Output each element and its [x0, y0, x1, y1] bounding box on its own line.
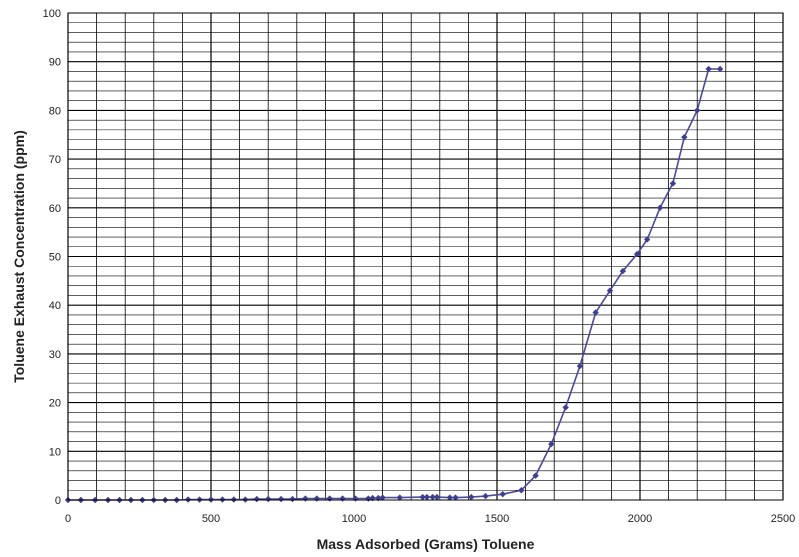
- x-tick-label: 1000: [342, 513, 366, 525]
- y-tick-label: 50: [49, 252, 61, 264]
- x-tick-label: 2000: [628, 513, 652, 525]
- plot-frame: [67, 12, 784, 501]
- y-tick-label: 0: [55, 495, 61, 507]
- data-point: [339, 495, 346, 502]
- grid-lines: [67, 12, 784, 501]
- data-point: [548, 440, 555, 448]
- data-point: [468, 493, 475, 501]
- y-tick-label: 100: [43, 8, 61, 20]
- data-point: [619, 267, 627, 275]
- data-point: [669, 180, 677, 187]
- data-point: [576, 362, 584, 370]
- data-point: [423, 493, 431, 501]
- data-point: [433, 493, 441, 501]
- data-point: [606, 287, 614, 294]
- data-point: [643, 236, 651, 243]
- data-point: [302, 495, 309, 502]
- y-tick-label: 40: [49, 300, 61, 312]
- x-tick-labels: 0 500 1000 1500 2000 2500: [65, 513, 795, 525]
- data-point: [562, 404, 569, 411]
- y-tick-label: 20: [49, 398, 61, 410]
- data-point: [289, 495, 296, 503]
- data-point: [518, 487, 525, 494]
- y-tick-labels: 0 10 20 30 40 50 60 70 80 90 100: [43, 8, 61, 507]
- x-tick-label: 1500: [485, 513, 509, 525]
- y-tick-label: 10: [49, 446, 61, 458]
- data-point: [379, 494, 386, 501]
- x-axis-title: Mass Adsorbed (Grams) Toluene: [317, 536, 535, 552]
- series-line: [68, 68, 721, 501]
- y-tick-label: 30: [49, 349, 61, 361]
- data-point: [656, 204, 664, 211]
- data-point: [532, 472, 539, 479]
- data-point: [694, 107, 701, 114]
- data-point: [313, 495, 321, 502]
- data-point: [429, 493, 436, 501]
- y-tick-label: 60: [49, 203, 61, 215]
- data-point: [716, 65, 724, 73]
- data-point: [705, 65, 712, 73]
- y-axis-title: Toluene Exhaust Concentration (ppm): [11, 130, 27, 383]
- data-point: [633, 250, 641, 258]
- data-point: [419, 493, 426, 501]
- data-point: [499, 490, 506, 498]
- x-tick-label: 2500: [771, 513, 795, 525]
- data-point: [396, 494, 403, 501]
- data-point: [681, 133, 688, 141]
- data-point: [482, 492, 489, 500]
- data-point: [352, 495, 359, 502]
- data-point: [326, 495, 333, 502]
- x-tick-label: 500: [202, 513, 220, 525]
- x-tick-label: 0: [65, 513, 71, 525]
- data-point: [452, 494, 459, 501]
- data-point: [446, 494, 454, 501]
- data-point: [253, 495, 260, 503]
- data-point: [277, 495, 285, 503]
- data-point: [592, 309, 599, 316]
- y-tick-label: 70: [49, 154, 61, 166]
- data-point: [265, 495, 272, 503]
- y-tick-label: 90: [49, 57, 61, 69]
- data-points: [64, 65, 724, 504]
- y-tick-label: 80: [49, 105, 61, 117]
